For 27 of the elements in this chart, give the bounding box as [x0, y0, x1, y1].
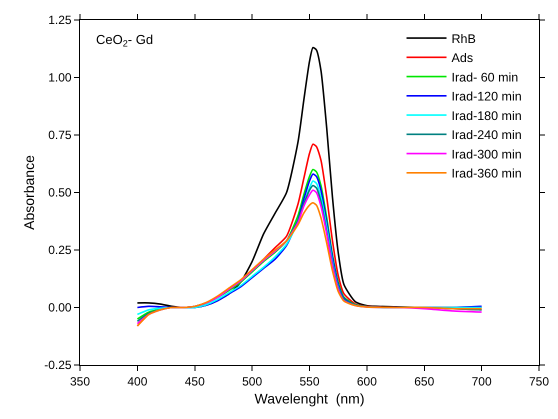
x-tick-label: 400 — [127, 374, 148, 388]
legend-label: RhB — [452, 32, 476, 46]
annotation: CeO$_{2}$- Gd — [96, 32, 154, 49]
y-tick-label: 0.75 — [48, 128, 72, 142]
legend-label: Irad-240 min — [452, 128, 522, 142]
x-tick-label: 500 — [242, 374, 262, 388]
legend-label: Irad-300 min — [452, 147, 522, 162]
legend-label: Irad- 60 min — [452, 70, 518, 84]
x-tick-label: 350 — [70, 374, 90, 388]
x-tick-label: 450 — [184, 374, 206, 388]
y-tick-label: 1.00 — [48, 70, 72, 85]
y-tick-label: 1.25 — [48, 13, 72, 28]
x-tick-label: 550 — [299, 374, 320, 388]
x-tick-label: 700 — [472, 374, 492, 388]
x-tick-label: 650 — [414, 374, 435, 388]
y-axis-title: Absorbance — [20, 154, 37, 230]
y-tick-label: -0.25 — [44, 358, 72, 372]
x-axis-title: Wavelenght (nm) — [254, 390, 364, 407]
legend-label: Ads — [452, 51, 474, 66]
legend-label: Irad-360 min — [452, 166, 522, 181]
legend-label: Irad-180 min — [452, 108, 522, 123]
y-tick-label: 0.00 — [48, 300, 72, 315]
x-tick-label: 750 — [528, 374, 550, 388]
x-tick-label: 600 — [356, 374, 378, 388]
legend-label: Irad-120 min — [452, 90, 522, 104]
y-tick-label: 0.25 — [48, 243, 72, 258]
y-tick-label: 0.50 — [48, 186, 72, 200]
